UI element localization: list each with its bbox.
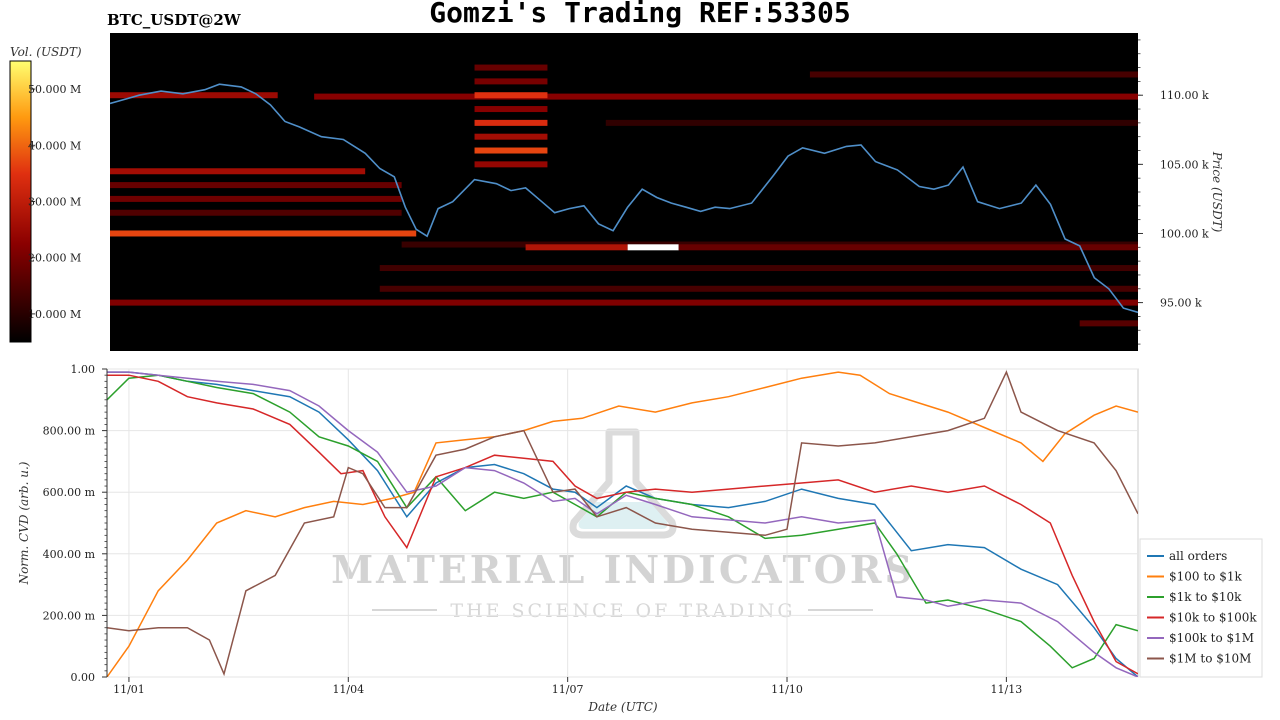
- watermark: MATERIAL INDICATORS THE SCIENCE OF TRADI…: [331, 428, 915, 622]
- heat-level-wall-99-b: [627, 244, 679, 251]
- watermark-brand: MATERIAL INDICATORS: [331, 547, 915, 592]
- heat-level-wall-102-5: [110, 195, 402, 202]
- heat-level-block-105: [474, 161, 548, 168]
- heat-level-block-109: [474, 106, 548, 113]
- heat-level-wall-108: [605, 119, 1138, 126]
- colorbar-label: Vol. (USDT): [10, 45, 82, 59]
- heat-level-wall-111-5: [809, 71, 1138, 78]
- legend-label: $1M to $10M: [1169, 652, 1251, 666]
- heat-ytick-label: 95.00 k: [1160, 297, 1202, 310]
- cvd-xtick-label: 11/10: [771, 683, 803, 696]
- legend-label: $1k to $10k: [1169, 590, 1242, 604]
- heat-level-wall-93-5: [1079, 320, 1138, 327]
- cvd-panel: 1.00 800.00 m 600.00 m 400.00 m 200.00 m 0.00…: [17, 363, 1139, 714]
- legend-label: all orders: [1169, 549, 1227, 563]
- legend-label: $10k to $100k: [1169, 611, 1257, 625]
- heat-level-wall-95: [110, 299, 1138, 306]
- colorbar-tick-label: 30.000 M: [28, 196, 81, 209]
- heat-level-block-108: [474, 119, 548, 126]
- heatmap-ylabel: Price (USDT): [1210, 151, 1224, 233]
- cvd-ytick-label: 1.00: [71, 363, 96, 376]
- heat-ytick-label: 110.00 k: [1160, 89, 1209, 102]
- symbol-label: BTC_USDT@2W: [107, 11, 241, 29]
- heat-level-wall-96: [379, 285, 1138, 292]
- heat-level-block-110: [474, 92, 548, 99]
- heat-level-wall-100: [110, 230, 417, 237]
- flask-liquid: [578, 502, 668, 529]
- heat-level-block-107: [474, 133, 548, 140]
- colorbar-tick-label: 20.000 M: [28, 252, 81, 265]
- cvd-ytick-label: 0.00: [71, 671, 96, 684]
- cvd-ytick-label: 800.00 m: [43, 425, 96, 438]
- legend-label: $100k to $1M: [1169, 631, 1254, 645]
- heat-level-wall-104-5: [110, 168, 366, 175]
- legend-label: $100 to $1k: [1169, 570, 1242, 584]
- colorbar-tick-label: 50.000 M: [28, 83, 81, 96]
- watermark-tagline: THE SCIENCE OF TRADING: [450, 600, 795, 622]
- heat-ytick-label: 105.00 k: [1160, 158, 1209, 171]
- cvd-xtick-label: 11/04: [332, 683, 364, 696]
- heat-level-wall-99-c: [678, 244, 1138, 251]
- cvd-xtick-label: 11/13: [991, 683, 1023, 696]
- cvd-series-line: [107, 371, 1138, 677]
- heat-level-wall-109-9: [314, 93, 1138, 100]
- chart-title: Gomzi's Trading REF:53305: [429, 0, 851, 29]
- colorbar-tick-label: 40.000 M: [28, 139, 81, 152]
- heat-level-wall-97-5: [379, 265, 1138, 272]
- heatmap-background: [110, 33, 1138, 351]
- price-line: [110, 83, 1138, 314]
- heat-level-wall-99-a: [525, 244, 628, 251]
- cvd-series-line: [107, 374, 1138, 675]
- heat-level-wall-101-5: [110, 209, 402, 216]
- flask-logo: [569, 428, 677, 539]
- cvd-ytick-label: 400.00 m: [43, 548, 96, 561]
- cvd-ylabel: Norm. CVD (arb. u.): [17, 461, 31, 585]
- heatmap-panel: 110.00 k 105.00 k 100.00 k 95.00 k Price (U…: [110, 33, 1224, 351]
- heat-ytick-label: 100.00 k: [1160, 227, 1209, 240]
- cvd-ytick-label: 200.00 m: [43, 609, 96, 622]
- cvd-xtick-label: 11/07: [552, 683, 584, 696]
- heat-level-block-106: [474, 147, 548, 154]
- legend-box: [1139, 538, 1263, 678]
- heat-level-wall-110: [110, 92, 278, 99]
- legend: all orders $100 to $1k $1k to $10k $10k to …: [1139, 538, 1263, 678]
- colorbar-tick-label: 10.000 M: [28, 308, 81, 321]
- heat-level-block-111: [474, 78, 548, 85]
- colorbar: Vol. (USDT) 50.000 M 40.000 M 30.000 M 20.0…: [9, 45, 82, 343]
- cvd-xtick-label: 11/01: [113, 683, 145, 696]
- cvd-series-line: [107, 371, 1138, 677]
- heat-level-block-112: [474, 64, 548, 71]
- cvd-xlabel: Date (UTC): [587, 700, 657, 714]
- cvd-series-line: [107, 370, 1138, 677]
- cvd-ytick-label: 600.00 m: [43, 486, 96, 499]
- cvd-series-line: [107, 371, 1138, 677]
- heat-level-wall-103-5: [110, 182, 402, 189]
